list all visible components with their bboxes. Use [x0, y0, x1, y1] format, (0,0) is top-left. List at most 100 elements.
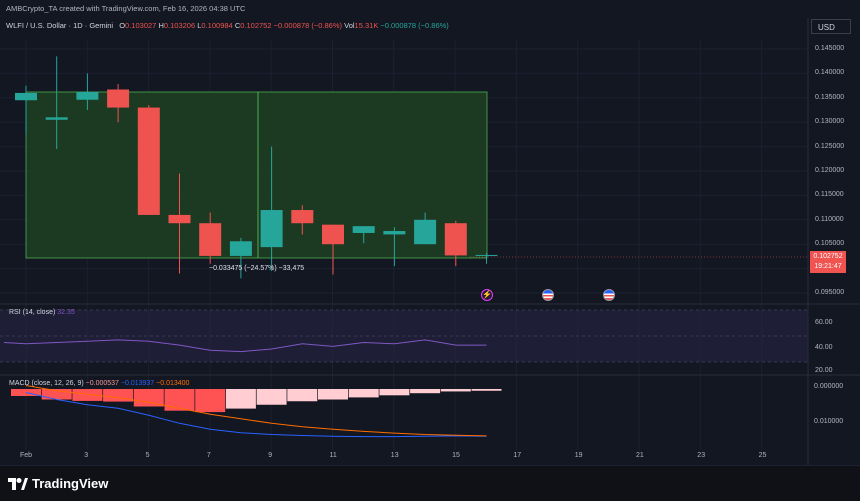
rsi-axis-20: 20.00	[815, 367, 833, 374]
rsi-group	[3, 339, 487, 353]
price-axis-label: 0.120000	[815, 167, 845, 174]
symbol-title[interactable]: WLFI / U.S. Dollar · 1D · Gemini	[6, 21, 114, 30]
currency-button[interactable]: USD	[811, 19, 851, 34]
time-axis-label: 5	[145, 452, 150, 459]
time-axis-label: 15	[452, 452, 460, 459]
volume-value: 15.31K	[354, 21, 379, 30]
macd-histogram-bar	[318, 389, 348, 400]
candle-body	[137, 107, 160, 215]
macd-title: MACD (close, 12, 26, 9)	[9, 380, 84, 387]
change-value: −0.000878 (−0.86%)	[273, 21, 343, 30]
price-axis-label: 0.110000	[815, 215, 844, 223]
price-axis-label: 0.135000	[815, 93, 845, 101]
macd-histogram-bar	[195, 389, 226, 413]
price-axis-label: 0.145000	[815, 45, 845, 52]
time-axis-label: 21	[636, 452, 644, 459]
last-price-value: 0.102752	[813, 253, 843, 260]
candle-body	[107, 89, 130, 108]
close-value: 0.102752	[240, 21, 272, 30]
rsi-axis-60: 60.00	[815, 319, 833, 326]
macd-axis-1: 0.010000	[814, 418, 844, 425]
change-value-2: −0.000878 (−0.86%)	[380, 21, 449, 30]
macd-histogram-bar	[133, 389, 164, 407]
candle-body	[414, 219, 437, 245]
us-flag-event-icon[interactable]	[542, 289, 554, 301]
time-axis-label: 25	[758, 452, 767, 459]
candle-body	[291, 210, 314, 224]
price-axis-label: 0.125000	[815, 142, 845, 150]
candle-body	[352, 226, 375, 233]
macd-histogram-bar	[72, 389, 103, 401]
candle-body	[76, 91, 99, 100]
time-axis-label: 23	[697, 452, 706, 459]
open-value: 0.103027	[125, 21, 157, 30]
price-range-highlight	[25, 91, 488, 259]
open-label: O	[119, 21, 126, 30]
time-axis-label: Feb	[20, 452, 33, 459]
macd-histogram-bar	[287, 389, 318, 402]
macd-histogram-bar	[440, 389, 471, 392]
volume-label: Vol	[344, 21, 355, 30]
footer-bar: TradingView	[0, 465, 860, 501]
watermark-bar: AMBCrypto_TA created with TradingView.co…	[0, 0, 860, 18]
price-axis-label: 0.140000	[815, 69, 845, 77]
low-value: 0.100984	[201, 21, 233, 30]
rsi-legend[interactable]: RSI (14, close) 32.35	[9, 309, 75, 316]
time-axis-label: 11	[329, 452, 337, 459]
rsi-title: RSI (14, close)	[9, 309, 56, 316]
time-axis-label: 13	[390, 452, 399, 459]
time-axis-label: 17	[513, 452, 522, 459]
brand-name: TradingView	[32, 476, 109, 491]
candle-body	[168, 214, 191, 224]
candles-group	[15, 56, 498, 279]
time-axis-label: 19	[574, 452, 583, 459]
price-axis-label: 0.115000	[815, 191, 844, 199]
lightning-event-icon[interactable]: ⚡	[481, 289, 493, 301]
macd-histogram-bar	[164, 389, 195, 411]
macd-histogram-bar	[256, 389, 287, 405]
macd-histogram-bar	[379, 389, 410, 396]
macd-histogram-bar	[41, 389, 72, 400]
candle-body	[15, 92, 37, 101]
macd-histogram-bar	[348, 389, 379, 398]
candle-body	[383, 231, 406, 235]
time-axis-label: 9	[268, 452, 273, 459]
signal-line	[25, 385, 487, 437]
measure-label: −0.033475 (−24.57%) −33,475	[209, 265, 305, 272]
candle-body	[229, 241, 252, 256]
us-flag-event-icon-2[interactable]	[603, 289, 615, 301]
candle-body	[45, 117, 68, 120]
price-axis-label: 0.105000	[815, 240, 845, 248]
candle-body	[444, 223, 467, 256]
watermark-text: AMBCrypto_TA created with TradingView.co…	[6, 4, 246, 13]
rsi-axis-40: 40.00	[815, 344, 833, 351]
candle-body	[475, 254, 498, 256]
macd-signal-value: −0.013400	[156, 380, 190, 387]
high-value: 0.103206	[163, 21, 196, 30]
candle-body	[199, 223, 222, 256]
close-label: C	[234, 21, 241, 30]
price-axis-label: 0.095000	[815, 289, 845, 296]
rsi-line	[3, 339, 487, 353]
macd-line	[25, 392, 487, 438]
macd-legend[interactable]: MACD (close, 12, 26, 9) −0.000537 −0.013…	[9, 380, 189, 387]
candle-body	[260, 210, 283, 248]
rsi-value: 32.35	[57, 309, 75, 316]
macd-group	[11, 385, 502, 438]
time-axis-label: 7	[206, 452, 211, 459]
last-price-tag: 0.102752 19:21:47	[810, 251, 846, 273]
macd-hist-value: −0.000537	[85, 380, 119, 387]
low-label: L	[197, 21, 202, 30]
macd-line-value: −0.013937	[120, 380, 155, 387]
candle-countdown: 19:21:47	[814, 263, 842, 270]
symbol-legend[interactable]: WLFI / U.S. Dollar · 1D · Gemini O0.1030…	[6, 21, 449, 30]
macd-histogram-bar	[225, 389, 256, 409]
high-label: H	[158, 21, 164, 30]
tradingview-logo-icon	[8, 478, 28, 490]
time-axis-label: 3	[84, 452, 89, 459]
price-axis-label: 0.130000	[815, 118, 845, 126]
candle-body	[322, 224, 344, 245]
macd-histogram-bar	[410, 389, 441, 394]
